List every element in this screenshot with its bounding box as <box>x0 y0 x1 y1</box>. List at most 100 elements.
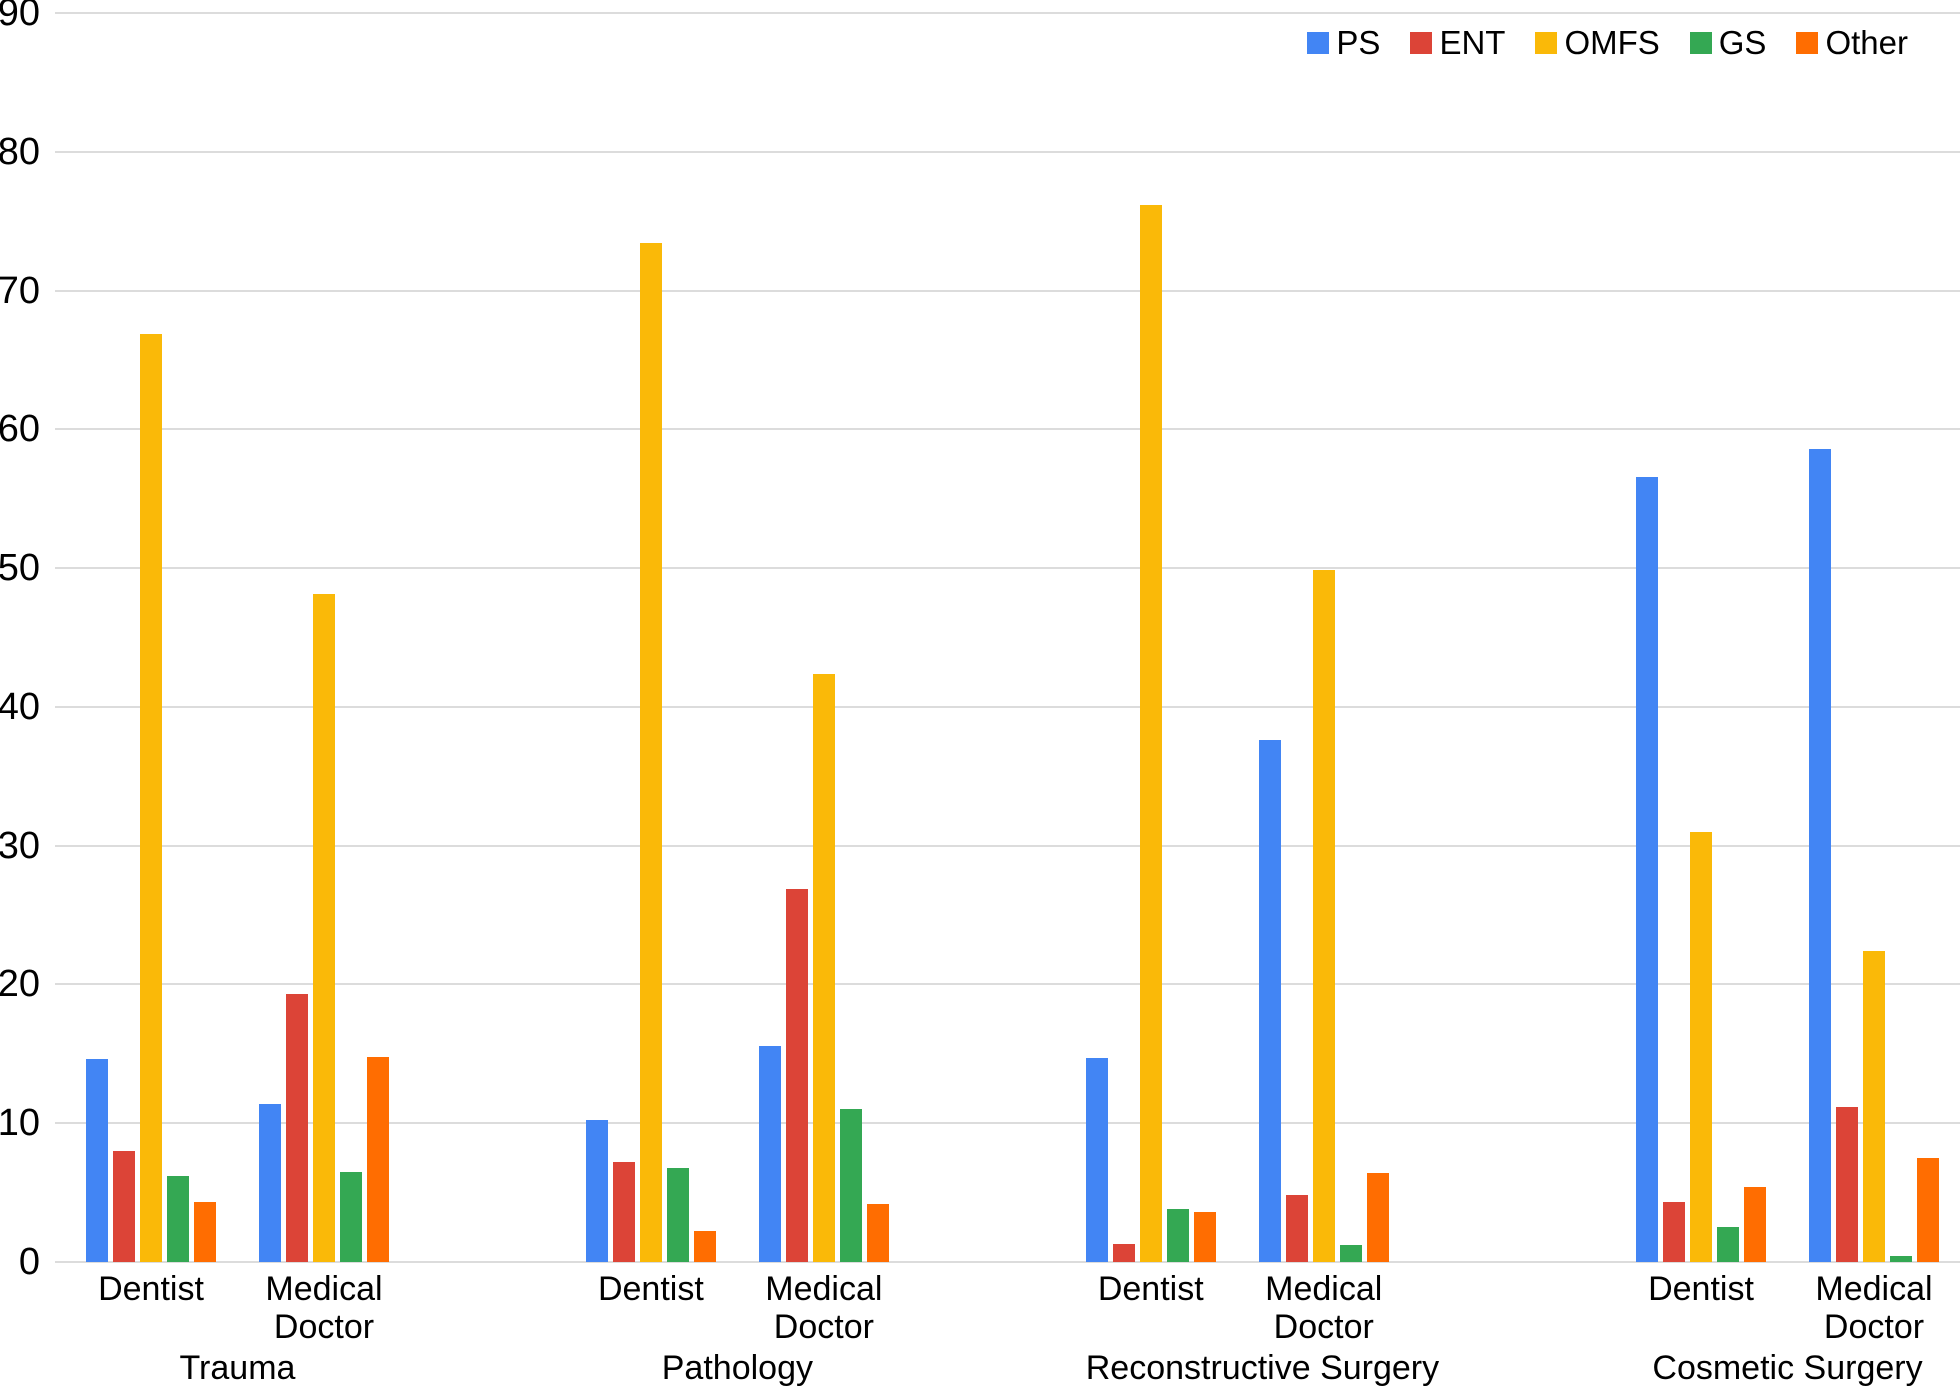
cluster-label-row: Dentist Medical Doctor <box>1636 1270 1939 1346</box>
legend: PS ENT OMFS GS Other <box>1307 26 1908 59</box>
bar-ps <box>1809 448 1831 1262</box>
bar-ps <box>758 1045 781 1262</box>
legend-swatch-icon <box>1689 31 1712 54</box>
bar-omfs <box>1139 204 1162 1262</box>
x-axis-group-label: Reconstructive Surgery <box>1085 1349 1440 1388</box>
bar-ent <box>785 888 808 1262</box>
cluster-row <box>585 13 889 1262</box>
bar-gs <box>666 1167 689 1262</box>
cluster-label-row: Dentist Medical Doctor <box>1086 1270 1439 1346</box>
bar-other <box>367 1056 389 1262</box>
legend-label: OMFS <box>1564 24 1660 61</box>
bar-gs <box>340 1171 362 1262</box>
bar-gs <box>839 1109 862 1262</box>
x-axis-group-label: Pathology <box>661 1349 813 1388</box>
x-axis-cluster-label: Medical Doctor <box>1815 1270 1933 1347</box>
bar-omfs <box>1690 831 1712 1262</box>
gridline <box>55 567 1960 570</box>
bar-ent <box>286 994 308 1262</box>
gridline <box>55 705 1960 708</box>
cluster-row <box>1085 13 1439 1262</box>
bar-cluster <box>259 13 389 1262</box>
bar-ps <box>1085 1058 1108 1262</box>
x-axis-group-label: Trauma <box>179 1349 296 1388</box>
bar-other <box>1917 1157 1939 1262</box>
legend-label: PS <box>1336 24 1381 61</box>
gridline <box>55 983 1960 986</box>
x-axis-cluster-label: Medical Doctor <box>265 1270 383 1347</box>
bar-omfs <box>313 594 335 1262</box>
x-axis-cluster-label: Dentist <box>597 1270 704 1308</box>
plot-area: Dentist Medical Doctor Trauma Dentist Medica… <box>55 13 1960 1388</box>
legend-label: Other <box>1825 24 1908 61</box>
legend-label: GS <box>1718 24 1767 61</box>
bar-omfs <box>1863 951 1885 1262</box>
bar-ps <box>1636 476 1658 1262</box>
legend-item-omfs: OMFS <box>1535 24 1660 61</box>
bar-gs <box>167 1175 189 1262</box>
bar-ent <box>1112 1243 1135 1262</box>
y-axis-tick-label: 50 <box>0 547 40 590</box>
gridline <box>55 1261 1960 1263</box>
gridline <box>55 289 1960 292</box>
bar-cluster <box>1809 13 1939 1262</box>
gridline <box>55 428 1960 431</box>
y-axis-tick-label: 40 <box>0 685 40 728</box>
bar-gs <box>1717 1227 1739 1262</box>
bar-omfs <box>639 243 662 1262</box>
bar-cluster <box>758 13 889 1262</box>
bar-ent <box>1663 1202 1685 1262</box>
legend-item-other: Other <box>1796 26 1908 59</box>
bar-ps <box>259 1103 281 1262</box>
legend-swatch-icon <box>1796 31 1819 54</box>
bar-gs <box>1339 1245 1362 1262</box>
cluster-label-row: Dentist Medical Doctor <box>86 1270 389 1346</box>
bar-ps <box>86 1059 108 1262</box>
x-axis-cluster-label: Medical Doctor <box>1265 1270 1383 1347</box>
category-group: Dentist Medical Doctor Pathology <box>585 13 889 1388</box>
gridline <box>55 1122 1960 1125</box>
category-group: Dentist Medical Doctor Trauma <box>86 13 389 1388</box>
bar-cluster <box>1258 13 1389 1262</box>
y-axis-tick-label: 70 <box>0 269 40 312</box>
legend-item-gs: GS <box>1689 24 1767 61</box>
bar-cluster <box>86 13 216 1262</box>
bar-ent <box>1836 1106 1858 1262</box>
y-axis-tick-label: 0 <box>18 1241 40 1283</box>
bar-cluster <box>1636 13 1766 1262</box>
legend-swatch-icon <box>1410 31 1433 54</box>
gridline <box>55 844 1960 847</box>
category-group: Dentist Medical Doctor Cosmetic Surgery <box>1636 13 1939 1388</box>
bar-omfs <box>140 333 162 1262</box>
category-group: Dentist Medical Doctor Reconstructive Surg… <box>1085 13 1440 1388</box>
bar-other <box>194 1202 216 1262</box>
bar-gs <box>1890 1256 1912 1262</box>
y-axis-tick-label: 10 <box>0 1102 40 1145</box>
bar-ent <box>113 1150 135 1262</box>
y-axis-tick-label: 90 <box>0 0 40 34</box>
bar-other <box>1366 1173 1389 1262</box>
cluster-row <box>86 13 389 1262</box>
y-axis-tick-label: 20 <box>0 963 40 1006</box>
bar-ent <box>612 1162 635 1262</box>
bar-other <box>1744 1187 1766 1262</box>
y-axis-tick-label: 30 <box>0 824 40 867</box>
legend-swatch-icon <box>1535 31 1558 54</box>
bar-ent <box>1285 1195 1308 1262</box>
cluster-row <box>1636 13 1939 1262</box>
bar-ps <box>585 1120 608 1262</box>
y-axis-tick-label: 80 <box>0 130 40 173</box>
bar-ps <box>1258 740 1281 1262</box>
gridline <box>55 150 1960 153</box>
gridline <box>55 12 1960 14</box>
bar-other <box>866 1203 889 1262</box>
bar-omfs <box>1312 569 1335 1262</box>
legend-item-ent: ENT <box>1410 26 1505 59</box>
x-axis-cluster-label: Medical Doctor <box>765 1270 883 1347</box>
gridlines <box>55 12 1960 1263</box>
cluster-label-row: Dentist Medical Doctor <box>586 1270 889 1346</box>
bar-omfs <box>812 673 835 1262</box>
y-axis-tick-label: 60 <box>0 408 40 451</box>
x-axis-cluster-label: Dentist <box>1097 1270 1204 1308</box>
